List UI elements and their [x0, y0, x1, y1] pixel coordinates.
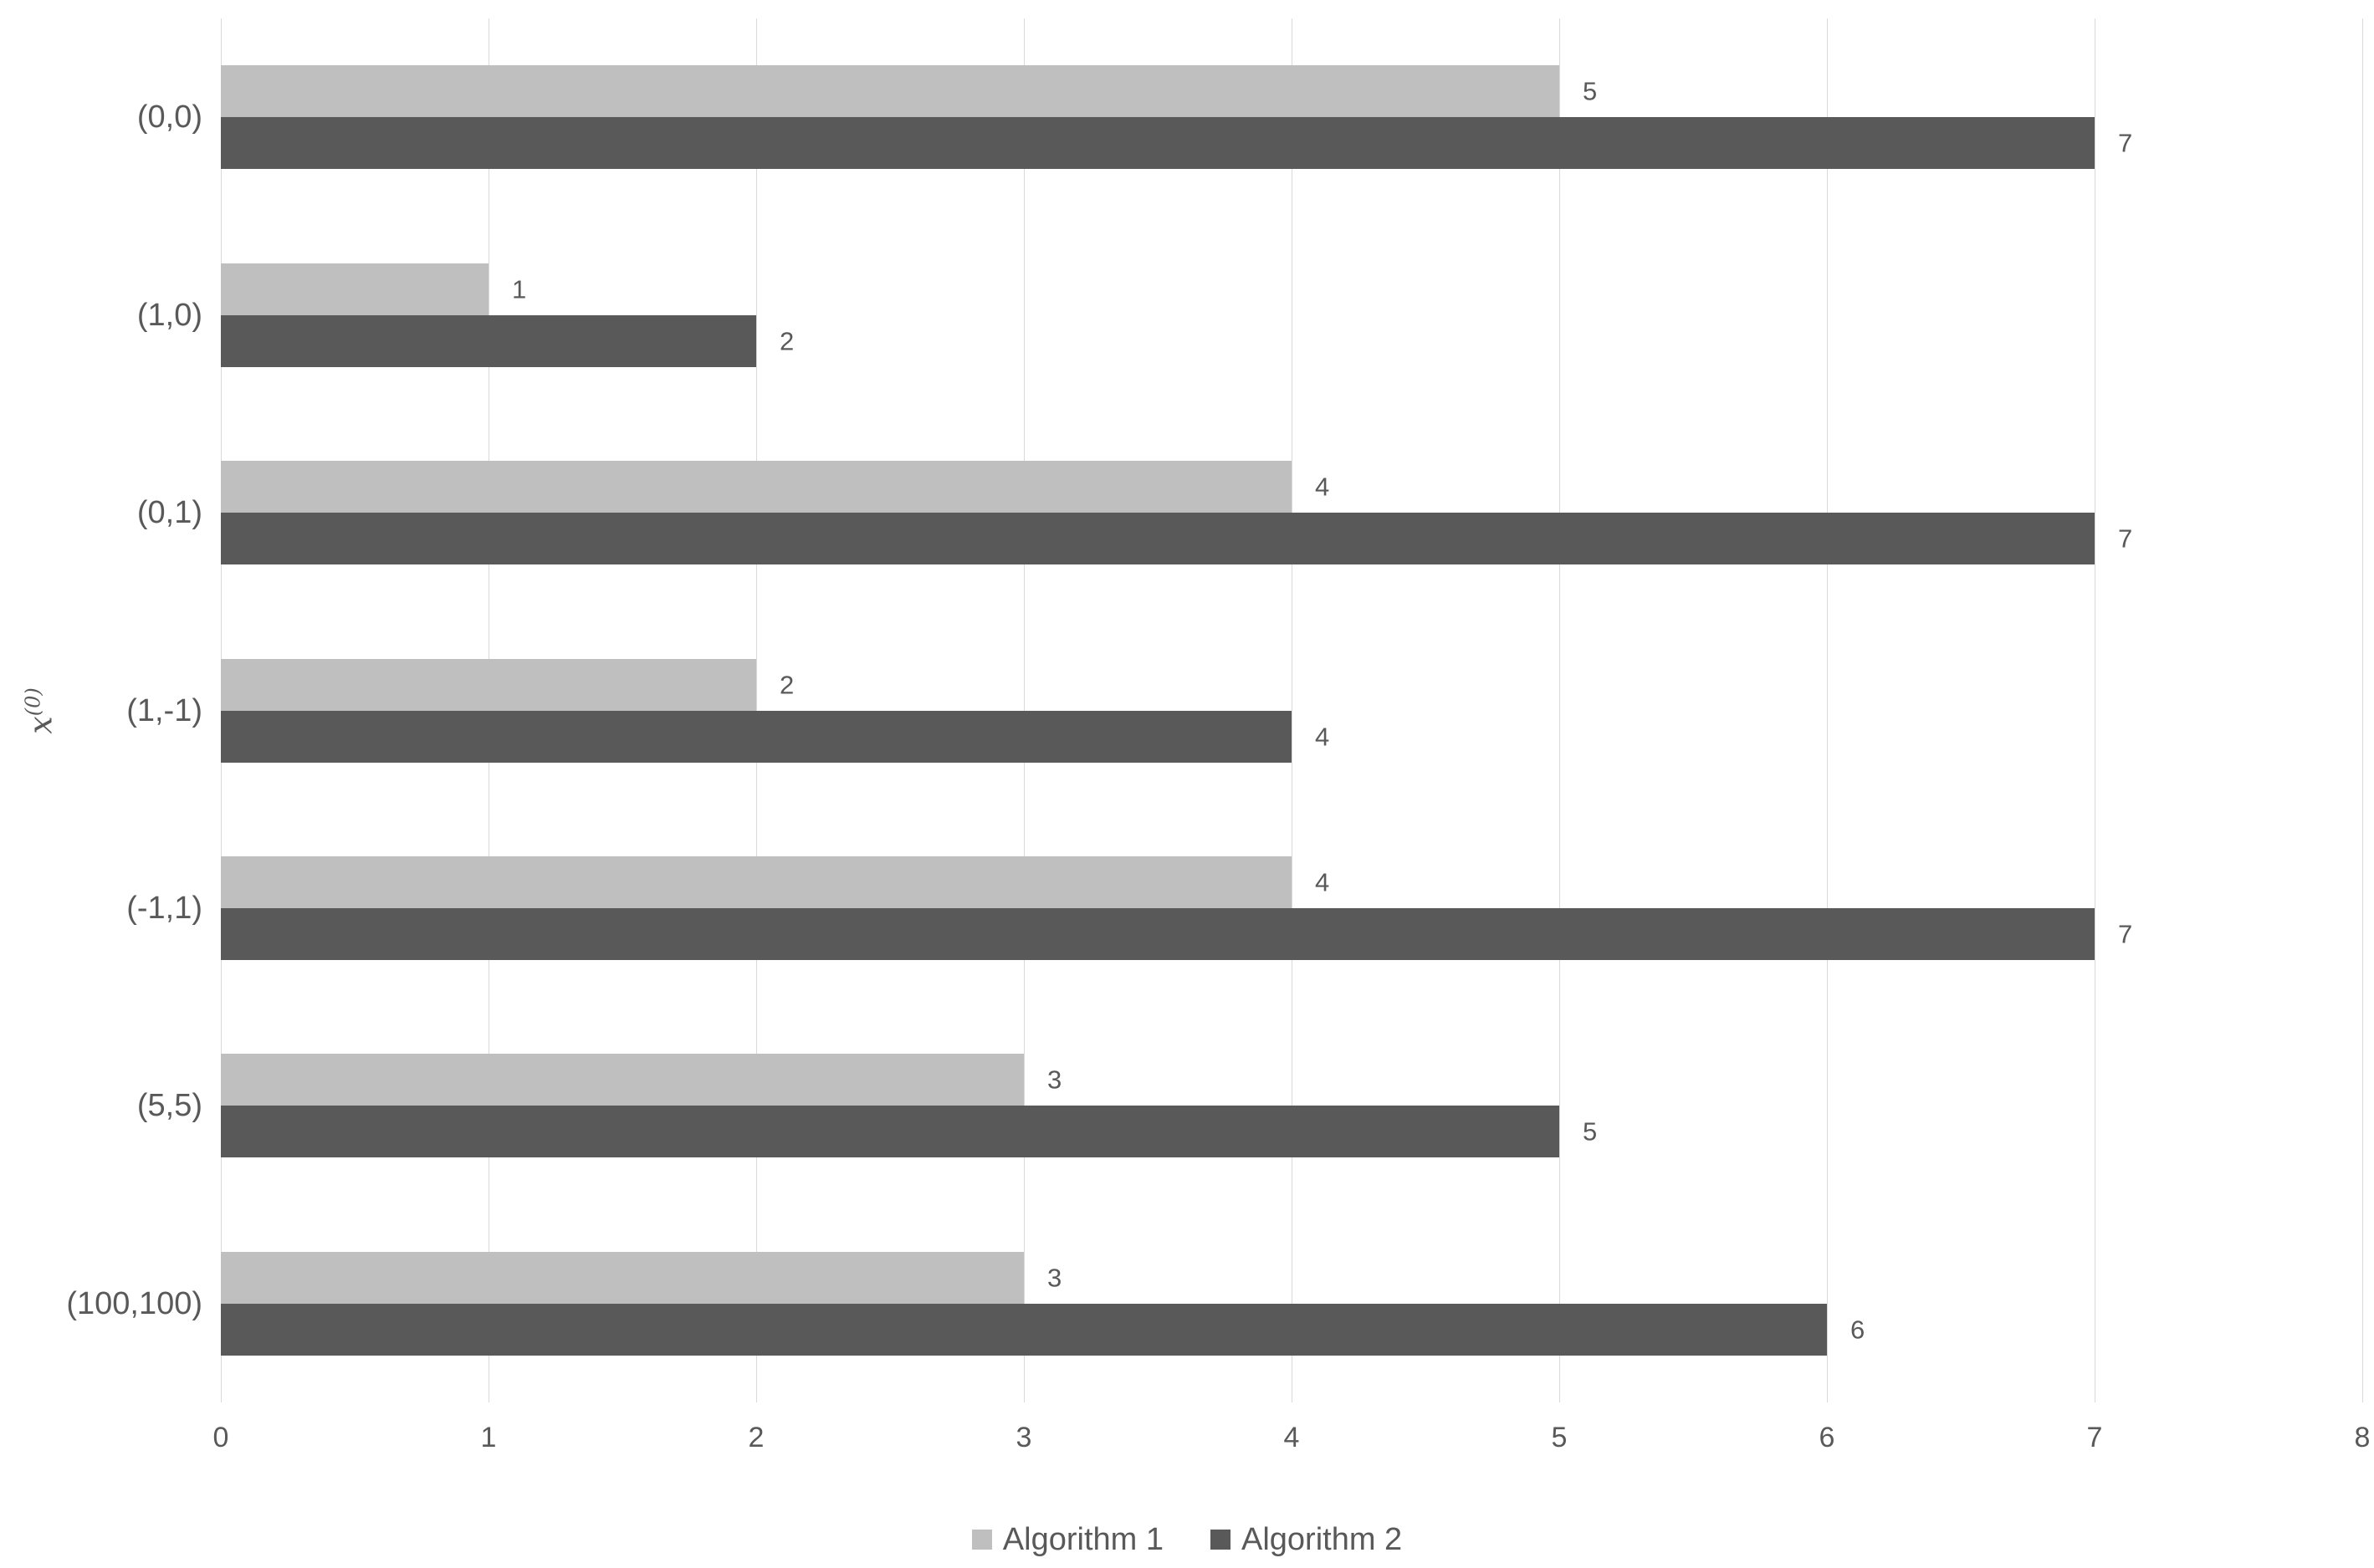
legend-swatch-icon [971, 1530, 992, 1550]
bar-value-label: 2 [780, 326, 795, 356]
legend-label: Algorithm 1 [1002, 1522, 1164, 1557]
x-tick-label: 7 [2086, 1422, 2103, 1453]
bar-algorithm-1-(-1,1) [221, 856, 1292, 908]
category-label: (0,0) [136, 100, 202, 135]
category-axis-labels: (0,0) (1,0) (0,1) (1,-1) (-1,1) (5,5) (100,100… [0, 18, 221, 1402]
bar-algorithm-1-(1,0) [221, 263, 489, 315]
x-tick-label: 3 [1016, 1422, 1032, 1453]
bar-value-label: 6 [1850, 1315, 1865, 1345]
legend-swatch-icon [1210, 1530, 1230, 1550]
category-label: (-1,1) [126, 890, 202, 926]
bar-value-label: 7 [2118, 919, 2133, 949]
bar-algorithm-2-(5,5) [221, 1106, 1559, 1158]
x-axis-tick-labels: 0 1 2 3 4 5 6 7 8 [213, 1422, 2371, 1462]
bar-value-label: 5 [1583, 76, 1598, 106]
legend: Algorithm 1 Algorithm 2 [0, 1524, 2374, 1555]
category-label: (1,-1) [126, 692, 202, 728]
plot-area: 5 7 1 2 4 7 2 4 4 7 3 5 3 6 [221, 18, 2363, 1402]
bar-value-label: 7 [2118, 128, 2133, 158]
bar-algorithm-1-(0,0) [221, 65, 1559, 118]
bar-value-label: 3 [1047, 1065, 1062, 1095]
bar-algorithm-1-(0,1) [221, 461, 1292, 513]
category-label: (0,1) [136, 495, 202, 531]
gridline [1827, 18, 1828, 1402]
gridline [2362, 18, 2363, 1402]
bar-algorithm-1-(1,-1) [221, 658, 756, 711]
bar-value-label: 3 [1047, 1263, 1062, 1293]
bar-value-label: 5 [1583, 1116, 1598, 1147]
bar-value-label: 1 [512, 274, 527, 304]
bar-algorithm-2-(-1,1) [221, 907, 2095, 960]
bar-algorithm-1-(100,100) [221, 1251, 1024, 1304]
legend-label: Algorithm 2 [1241, 1522, 1403, 1557]
x-tick-label: 6 [1819, 1422, 1835, 1453]
x-tick-label: 1 [480, 1422, 497, 1453]
gridline [1559, 18, 1560, 1402]
bar-value-label: 4 [1315, 867, 1330, 897]
x-tick-label: 5 [1551, 1422, 1568, 1453]
bar-algorithm-2-(0,1) [221, 513, 2095, 565]
x-tick-label: 8 [2354, 1422, 2371, 1453]
x-tick-label: 2 [748, 1422, 765, 1453]
x-tick-label: 0 [212, 1422, 229, 1453]
bar-algorithm-2-(1,0) [221, 314, 756, 367]
x-tick-label: 4 [1283, 1422, 1300, 1453]
category-label: (1,0) [136, 297, 202, 333]
bar-value-label: 2 [780, 670, 795, 699]
bar-value-label: 7 [2118, 524, 2133, 554]
category-label: (100,100) [66, 1285, 202, 1321]
legend-item-algorithm-2: Algorithm 2 [1210, 1524, 1402, 1555]
bar-algorithm-1-(5,5) [221, 1054, 1024, 1106]
bar-algorithm-2-(0,0) [221, 117, 2095, 170]
category-label: (5,5) [136, 1088, 202, 1124]
bar-algorithm-2-(1,-1) [221, 710, 1292, 763]
legend-item-algorithm-1: Algorithm 1 [971, 1522, 1164, 1557]
bar-value-label: 4 [1315, 472, 1330, 502]
bar-algorithm-2-(100,100) [221, 1303, 1827, 1356]
bar-value-label: 4 [1315, 722, 1330, 751]
